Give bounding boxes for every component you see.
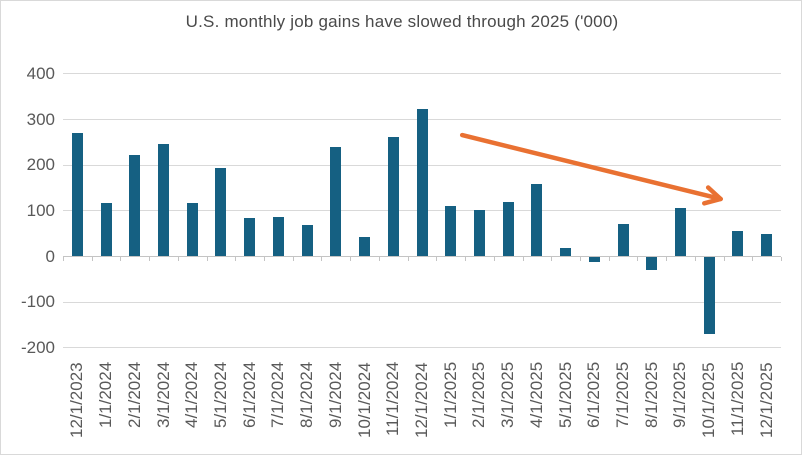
bar (129, 154, 141, 257)
y-tick-label: -200 (20, 337, 55, 357)
axis-tick-mark (637, 256, 639, 261)
axis-tick-mark (436, 256, 438, 261)
y-tick-label: 400 (26, 63, 55, 83)
axis-tick-mark (321, 256, 323, 261)
axis-tick-mark (177, 256, 179, 261)
bar (646, 256, 658, 271)
x-tick-label: 11/1/2024 (383, 362, 403, 437)
axis-tick-mark (378, 256, 380, 261)
chart-title: U.S. monthly job gains have slowed throu… (185, 12, 619, 31)
bar (531, 184, 543, 257)
gridline (63, 73, 781, 75)
y-tick-label: 200 (26, 155, 55, 175)
bar (473, 209, 485, 257)
bar (158, 144, 170, 257)
bar (272, 216, 284, 257)
x-tick-label: 12/1/2024 (412, 362, 431, 438)
gridline (63, 347, 781, 349)
bar (761, 233, 773, 257)
axis-tick-mark (235, 256, 237, 261)
bar (71, 133, 83, 257)
x-tick-label: 12/1/2025 (756, 362, 776, 438)
axis-tick-mark (752, 256, 754, 261)
y-tick-label: 100 (26, 200, 55, 220)
axis-tick-mark (522, 256, 524, 261)
x-tick-label: 2/1/2025 (469, 362, 489, 429)
y-tick-label: 300 (26, 109, 55, 129)
y-tick-label: -100 (20, 292, 55, 312)
bar (732, 230, 744, 257)
x-tick-label: 3/1/2025 (498, 362, 518, 429)
bar (617, 223, 629, 257)
axis-tick-mark (407, 256, 409, 261)
bar (387, 137, 399, 257)
x-tick-label: 6/1/2024 (239, 362, 259, 429)
axis-tick-mark (781, 256, 782, 261)
axis-tick-mark (465, 256, 467, 261)
x-tick-label: 1/1/2024 (96, 362, 116, 429)
axis-tick-mark (579, 256, 581, 261)
x-tick-label: 5/1/2024 (210, 362, 230, 429)
bar (703, 256, 715, 335)
x-tick-label: 11/1/2025 (727, 362, 747, 437)
axis-tick-mark (91, 256, 93, 261)
bar (100, 202, 112, 257)
bar (502, 201, 514, 257)
x-tick-label: 12/1/2023 (67, 362, 87, 438)
axis-tick-mark (149, 256, 151, 261)
x-tick-label: 6/1/2025 (584, 362, 604, 429)
axis-tick-mark (551, 256, 553, 261)
axis-tick-mark (723, 256, 725, 261)
bar (674, 207, 686, 257)
axis-tick-mark (63, 256, 64, 261)
axis-tick-mark (694, 256, 696, 261)
axis-tick-mark (264, 256, 266, 261)
x-tick-label: 2/1/2024 (124, 362, 144, 429)
axis-tick-mark (292, 256, 294, 261)
axis-tick-mark (666, 256, 668, 261)
x-tick-label: 1/1/2025 (440, 362, 460, 429)
bar (588, 256, 600, 263)
x-tick-label: 7/1/2025 (613, 362, 633, 429)
bar (215, 168, 227, 257)
x-tick-label: 7/1/2024 (268, 362, 288, 429)
bar (445, 205, 457, 257)
axis-tick-mark (493, 256, 495, 261)
x-tick-label: 3/1/2024 (153, 362, 173, 429)
bar (186, 202, 198, 257)
x-tick-label: 9/1/2024 (325, 362, 345, 429)
axis-tick-mark (608, 256, 610, 261)
gridline (63, 301, 781, 303)
x-tick-label: 10/1/2024 (354, 362, 374, 438)
axis-tick-mark (350, 256, 352, 261)
bar (330, 146, 342, 257)
x-tick-label: 10/1/2025 (699, 362, 719, 438)
x-tick-label: 4/1/2024 (182, 362, 202, 429)
axis-tick-mark (120, 256, 122, 261)
bar (244, 217, 256, 257)
bar (560, 248, 572, 257)
x-tick-label: 8/1/2025 (641, 362, 661, 429)
bar (416, 109, 428, 257)
bar (359, 237, 371, 257)
x-tick-label: 8/1/2024 (297, 362, 317, 429)
x-tick-label: 4/1/2025 (526, 362, 546, 429)
y-tick-label: 0 (45, 246, 55, 266)
axis-tick-mark (206, 256, 208, 261)
x-axis-line (63, 256, 781, 257)
bar (301, 224, 313, 257)
x-tick-label: 5/1/2025 (555, 362, 575, 429)
x-tick-label: 9/1/2025 (670, 362, 690, 429)
